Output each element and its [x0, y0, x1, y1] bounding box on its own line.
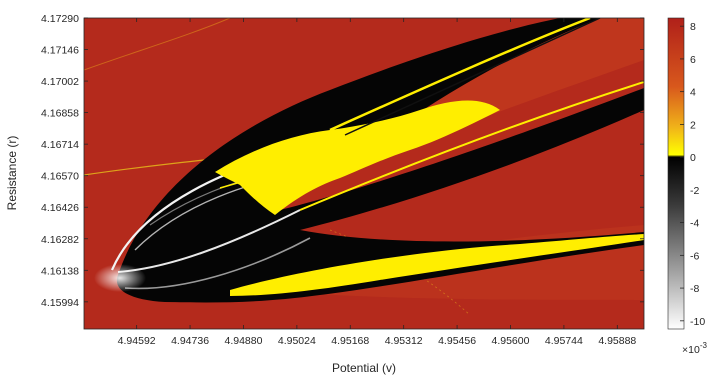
plot-area-frame	[83, 17, 645, 330]
colorbar-exponent: ×10-3	[682, 341, 707, 356]
y-tick-label: 4.17002	[41, 76, 79, 88]
colorbar-exponent-power: -3	[700, 341, 708, 350]
heatmap-black-band	[116, 18, 644, 303]
x-tick-label: 4.94592	[118, 335, 156, 347]
y-tick-label: 4.16714	[41, 139, 79, 151]
x-tick-label: 4.94736	[171, 335, 209, 347]
heatmap-yellow-region-lower	[230, 234, 644, 296]
y-axis-label: Resistance (r)	[5, 136, 19, 211]
colorbar-ticks: 8 6 4 2 0 -2 -4 -6 -8 -10	[680, 21, 705, 328]
y-tick-label: 4.17146	[41, 45, 79, 57]
heatmap-yellow-line-inner	[219, 157, 381, 189]
colorbar-tick-label: -4	[690, 218, 699, 230]
x-tick-label: 4.95024	[278, 335, 316, 347]
x-axis-label: Potential (v)	[332, 361, 396, 375]
colorbar-tick-label: 6	[690, 54, 696, 66]
x-tick-label: 4.95312	[385, 335, 423, 347]
heatmap-yellow-line-upper	[329, 18, 591, 132]
colorbar-tick-label: -6	[690, 250, 699, 262]
y-tick-label: 4.16858	[41, 108, 79, 120]
y-tick-label: 4.16138	[41, 265, 79, 277]
colorbar-tick-label: 0	[690, 152, 696, 164]
colorbar-tick-label: 8	[690, 21, 696, 33]
y-tick-label: 4.16570	[41, 171, 79, 183]
colorbar-tick-label: -10	[690, 316, 705, 328]
colorbar	[667, 17, 685, 330]
x-tick-label: 4.95744	[545, 335, 583, 347]
heatmap-yellow-line-mid	[299, 81, 644, 211]
y-tick-label: 4.16426	[41, 202, 79, 214]
y-tick-label: 4.17290	[41, 13, 79, 25]
x-axis-ticks: 4.94592 4.94736 4.94880 4.95024 4.95168 4.953…	[118, 18, 636, 347]
heatmap-streak-2	[84, 18, 231, 71]
y-axis-ticks: 4.17290 4.17146 4.17002 4.16858 4.16714 4.165…	[41, 13, 644, 309]
heatmap-grey-stripe-1	[124, 237, 311, 290]
x-tick-label: 4.95888	[598, 335, 636, 347]
x-tick-label: 4.95456	[438, 335, 476, 347]
heatmap-black-line-upper	[344, 18, 601, 136]
colorbar-tick-label: 4	[690, 87, 696, 99]
x-tick-label: 4.95168	[331, 335, 369, 347]
colorbar-tick-label: -2	[690, 185, 699, 197]
x-tick-label: 4.94880	[224, 335, 262, 347]
y-tick-label: 4.16282	[41, 234, 79, 246]
heatmap-field	[84, 18, 644, 316]
colorbar-tick-label: -8	[690, 283, 699, 295]
heatmap-white-glow	[94, 264, 146, 292]
colorbar-tick-label: 2	[690, 119, 696, 131]
heatmap-yellow-region-center	[215, 100, 500, 215]
x-tick-label: 4.95600	[492, 335, 530, 347]
y-tick-label: 4.15994	[41, 297, 79, 309]
heatmap-streak-3	[329, 229, 471, 316]
